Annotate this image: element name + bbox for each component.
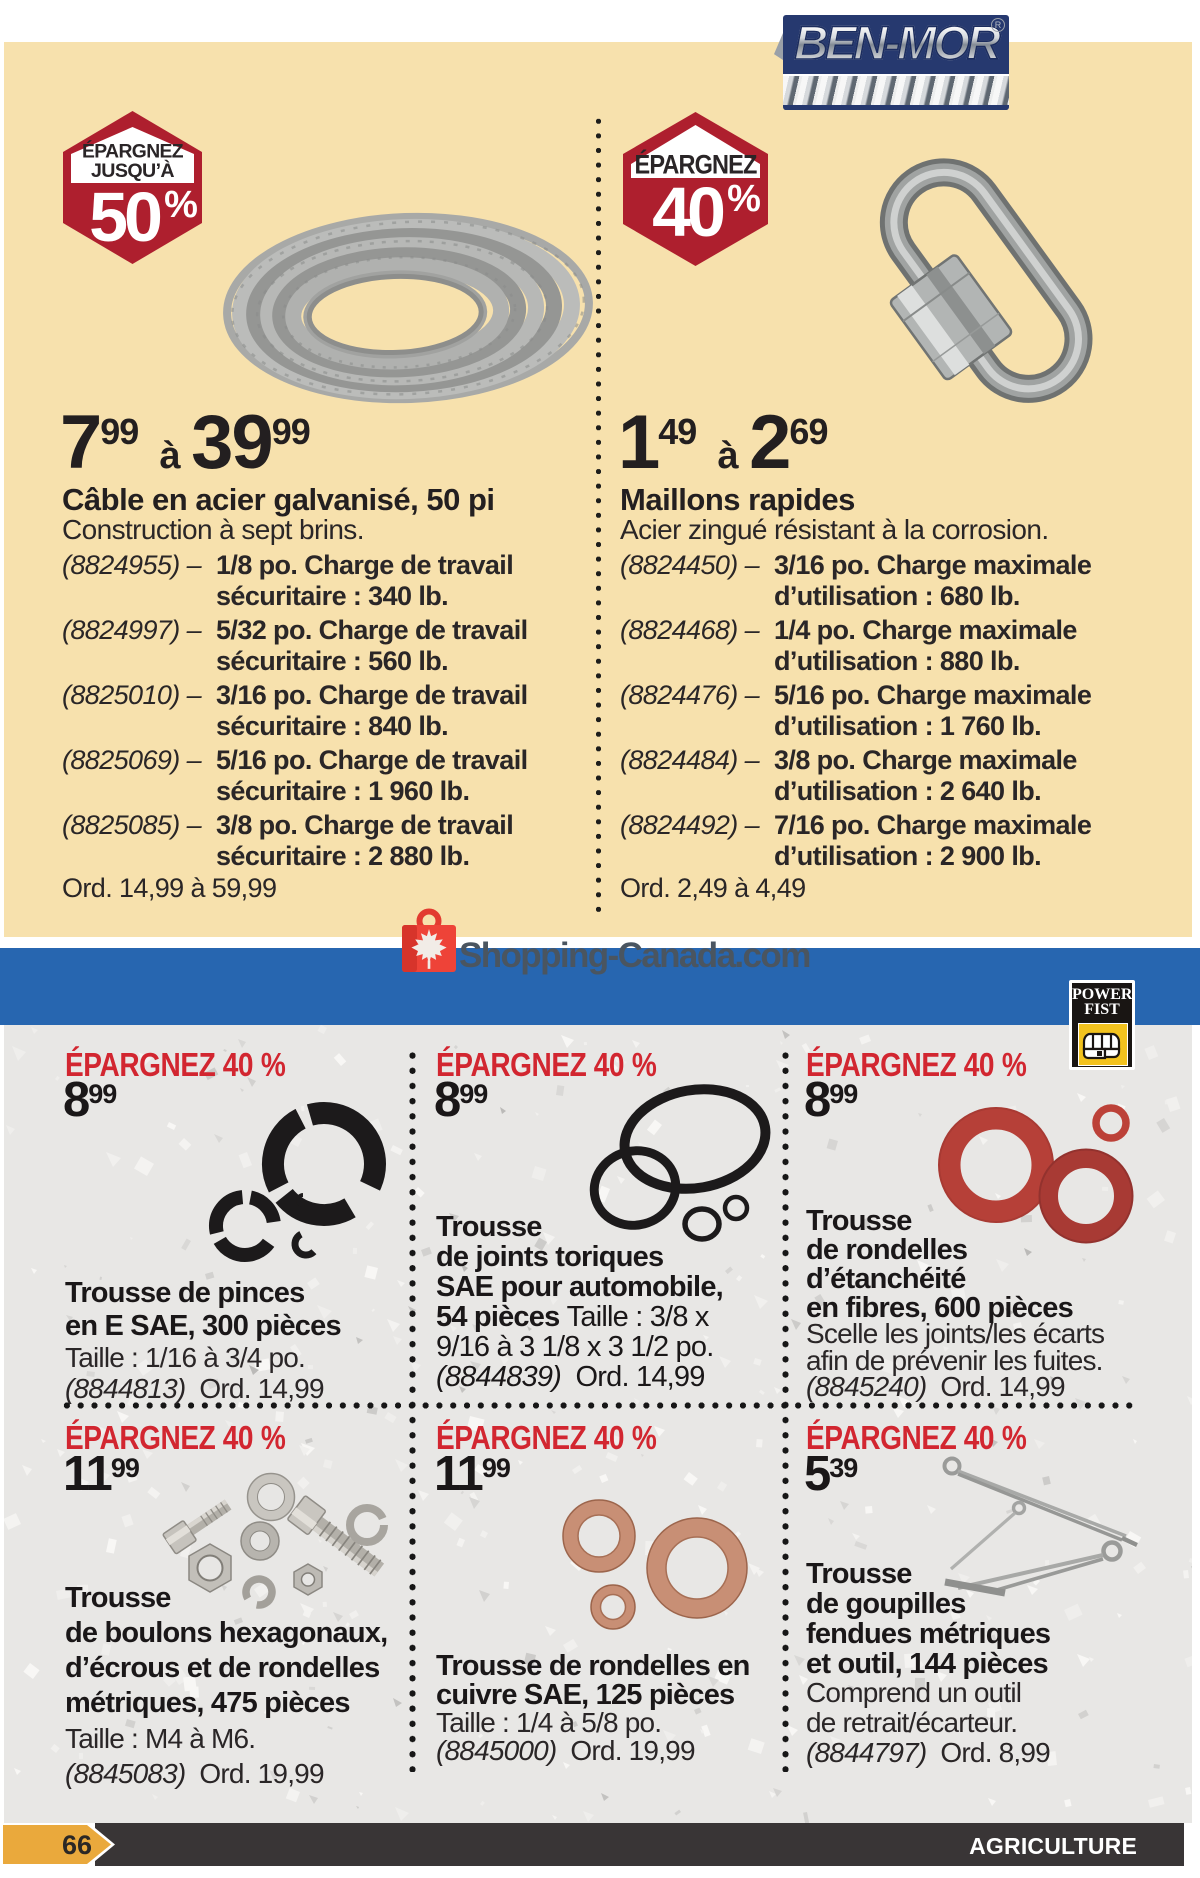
- svg-text:%: %: [727, 178, 761, 220]
- svg-text:JUSQU’À: JUSQU’À: [91, 160, 175, 182]
- svg-text:%: %: [164, 184, 198, 226]
- svg-text:ÉPARGNEZ: ÉPARGNEZ: [635, 149, 757, 180]
- svg-text:40: 40: [652, 173, 724, 251]
- svg-text:66: 66: [62, 1830, 92, 1860]
- svg-text:ÉPARGNEZ: ÉPARGNEZ: [82, 141, 184, 163]
- svg-text:50: 50: [89, 178, 161, 256]
